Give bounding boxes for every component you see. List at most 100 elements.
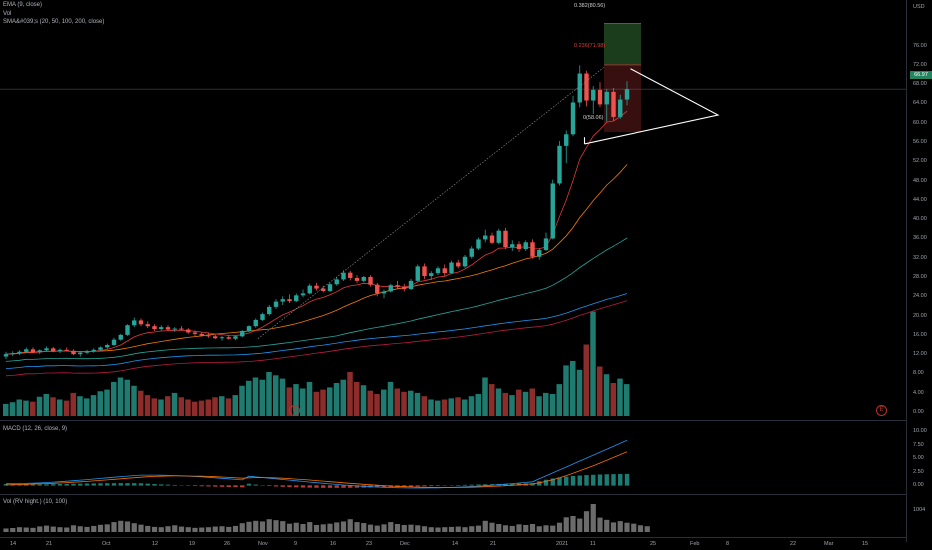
rv-volume-bar: [523, 524, 529, 532]
rv-volume-bar: [361, 523, 367, 532]
macd-histogram-bar: [213, 485, 218, 487]
rv-volume-bar: [401, 524, 407, 532]
volume-bar: [489, 384, 495, 416]
volume-bar: [509, 395, 515, 416]
macd-histogram-bar: [84, 483, 90, 486]
price-tick-label: 68.00: [913, 81, 927, 88]
vol-legend[interactable]: Vol: [3, 11, 12, 17]
candle-body: [422, 266, 427, 277]
volume-bar: [495, 388, 502, 416]
sma50-line: [5, 237, 628, 362]
rv-volume-bar: [131, 523, 137, 532]
volume-bar: [563, 365, 569, 416]
candle-body: [483, 235, 488, 240]
volume-bar: [225, 398, 232, 416]
rv-volume-bar: [529, 524, 536, 532]
candle-body: [51, 348, 56, 352]
time-tick-label: 21: [46, 541, 53, 547]
rv-volume-bar: [482, 520, 488, 532]
volume-bar: [502, 392, 508, 416]
volume-bar: [266, 372, 272, 416]
candle-body: [30, 349, 36, 353]
rv-volume-bar: [354, 522, 360, 532]
candle-body: [24, 349, 29, 352]
rv-volume-bar: [64, 527, 70, 532]
time-tick-label: 21: [490, 541, 497, 547]
macd-tick-label: 0.00: [913, 482, 924, 489]
candle-body: [179, 328, 184, 330]
candle-body: [300, 293, 306, 296]
currency-label[interactable]: USD: [913, 4, 925, 10]
time-tick-label: 12: [152, 541, 159, 547]
rv-volume-bar: [219, 526, 225, 532]
ema-legend[interactable]: EMA (9, close): [3, 2, 43, 8]
volume-bar: [205, 399, 211, 416]
volume-bar: [178, 397, 184, 416]
macd-histogram-bar: [429, 485, 434, 487]
price-tick-label: 76.00: [913, 42, 927, 49]
candle-body: [570, 102, 576, 135]
price-tick-label: 0.00: [913, 409, 924, 415]
volume-bar: [522, 391, 529, 416]
macd-histogram-bar: [24, 484, 29, 486]
price-tick-label: 48.00: [913, 177, 927, 184]
volume-bar: [77, 396, 83, 416]
earnings-marker[interactable]: E: [289, 405, 300, 416]
rv-volume-bar: [151, 526, 158, 532]
rv-volume-bar: [307, 522, 313, 532]
time-tick-label: 26: [224, 541, 231, 547]
volume-bar: [212, 397, 218, 416]
volume-bar: [9, 402, 16, 416]
fib-level-0382: 0.382(80.56): [574, 3, 606, 9]
rv-volume-bar: [583, 511, 590, 532]
macd-histogram-bar: [98, 483, 103, 486]
rv-volume-bar: [509, 525, 515, 532]
volume-bar: [232, 395, 238, 416]
candle-body: [111, 339, 117, 345]
rv-legend[interactable]: Vol (RV hight.) (10, 100): [3, 499, 68, 505]
volume-bar: [320, 389, 326, 416]
candle-body: [172, 328, 177, 330]
price-chart-canvas[interactable]: [0, 0, 906, 540]
price-tick-label: 24.00: [913, 293, 927, 300]
rv-volume-bar: [563, 517, 569, 532]
volume-bar: [576, 369, 583, 416]
macd-histogram-bar: [78, 483, 83, 486]
rv-volume-bar: [273, 520, 279, 532]
macd-histogram-bar: [321, 485, 326, 488]
volume-bar: [529, 388, 535, 416]
candle-body: [476, 239, 481, 249]
sma-legend[interactable]: SMA&#039;s (20, 50, 100, 200, close): [3, 19, 105, 25]
candle-body: [577, 73, 582, 103]
time-tick-label: 19: [189, 541, 196, 547]
candle-body: [537, 250, 542, 257]
volume-bar: [455, 397, 461, 416]
volume-bar: [219, 396, 225, 416]
candle-body: [17, 351, 22, 354]
candle-body: [159, 327, 164, 330]
volume-bar: [428, 399, 434, 416]
macd-legend[interactable]: MACD (12, 26, close, 9): [3, 426, 68, 432]
volume-bar: [536, 396, 542, 416]
price-tick-label: 36.00: [913, 235, 927, 242]
rv-volume-bar: [43, 525, 50, 532]
macd-histogram-bar: [611, 474, 616, 486]
macd-histogram-bar: [206, 485, 211, 487]
macd-histogram-bar: [111, 483, 117, 486]
earnings-marker-upcoming[interactable]: E: [876, 405, 887, 416]
volume-bar: [543, 392, 549, 416]
candle-body: [510, 244, 515, 248]
candle-body: [611, 91, 616, 117]
rv-volume-bar: [536, 526, 542, 532]
candle-body: [3, 354, 9, 357]
time-tick-label: 22: [790, 541, 797, 547]
candle-body: [557, 145, 562, 184]
volume-bar: [131, 385, 137, 416]
volume-bar: [441, 399, 448, 416]
macd-histogram-bar: [71, 483, 76, 486]
price-tick-label: 32.00: [913, 254, 927, 261]
rv-volume-bar: [381, 524, 387, 532]
volume-bar: [448, 398, 454, 416]
candle-body: [240, 331, 245, 337]
sma200-line: [5, 300, 628, 377]
